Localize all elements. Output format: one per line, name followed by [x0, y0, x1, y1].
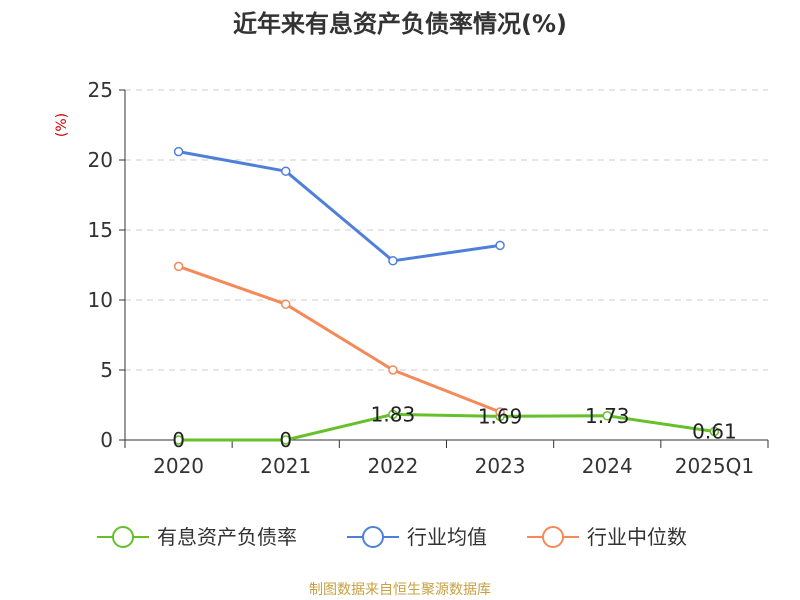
y-axis-unit-label: (%) — [54, 113, 70, 137]
data-label: 1.73 — [585, 404, 630, 428]
source-note: 制图数据来自恒生聚源数据库 — [309, 582, 491, 598]
legend-marker-2 — [542, 526, 564, 548]
data-point — [495, 407, 505, 417]
data-label: 1.69 — [478, 404, 523, 428]
data-label: 0 — [172, 428, 185, 452]
data-point — [281, 299, 291, 309]
data-point — [388, 409, 398, 420]
data-label: 0 — [279, 428, 292, 452]
chart-title: 近年来有息资产负债率情况(%) — [233, 10, 567, 38]
y-tick-label: 0 — [100, 428, 113, 452]
data-point — [495, 240, 505, 251]
y-tick-label: 5 — [100, 358, 113, 382]
legend-marker-0 — [112, 526, 134, 548]
data-labels: 0 0 1.83 1.69 1.73 0.61 — [172, 402, 736, 452]
y-tick-label: 25 — [88, 78, 113, 102]
data-point — [281, 166, 291, 176]
data-point — [281, 435, 291, 445]
axes: 0 5 10 15 20 25 2020 2021 2022 2023 2024 2025Q1 — [88, 78, 769, 478]
data-point — [388, 365, 398, 375]
data-point — [388, 256, 398, 266]
x-tick-label: 2024 — [582, 454, 633, 478]
series-lines — [173, 146, 720, 445]
x-tick-label: 2025Q1 — [675, 454, 754, 478]
legend-marker-1 — [362, 526, 384, 548]
data-point — [602, 411, 612, 421]
data-point — [709, 426, 720, 437]
data-point — [173, 146, 184, 157]
x-tick-label: 2020 — [153, 454, 204, 478]
data-point — [173, 261, 184, 272]
data-label: 0.61 — [692, 419, 737, 443]
x-tick-label: 2021 — [260, 454, 311, 478]
series-line-0 — [178, 412, 715, 442]
gridlines — [125, 89, 768, 371]
series-line-2 — [178, 264, 501, 414]
data-point — [173, 435, 184, 445]
data-label: 1.83 — [371, 402, 416, 426]
y-tick-label: 15 — [88, 218, 113, 242]
legend: 有息资产负债率 行业均值 行业中位数 — [97, 525, 687, 549]
y-tick-label: 20 — [88, 148, 113, 172]
y-tick-label: 10 — [88, 288, 113, 312]
legend-label-0: 有息资产负债率 — [157, 525, 297, 549]
legend-label-2: 行业中位数 — [587, 525, 687, 549]
legend-label-1: 行业均值 — [407, 525, 487, 549]
series-line-1 — [178, 150, 501, 263]
x-tick-label: 2022 — [367, 454, 418, 478]
x-tick-label: 2023 — [475, 454, 526, 478]
